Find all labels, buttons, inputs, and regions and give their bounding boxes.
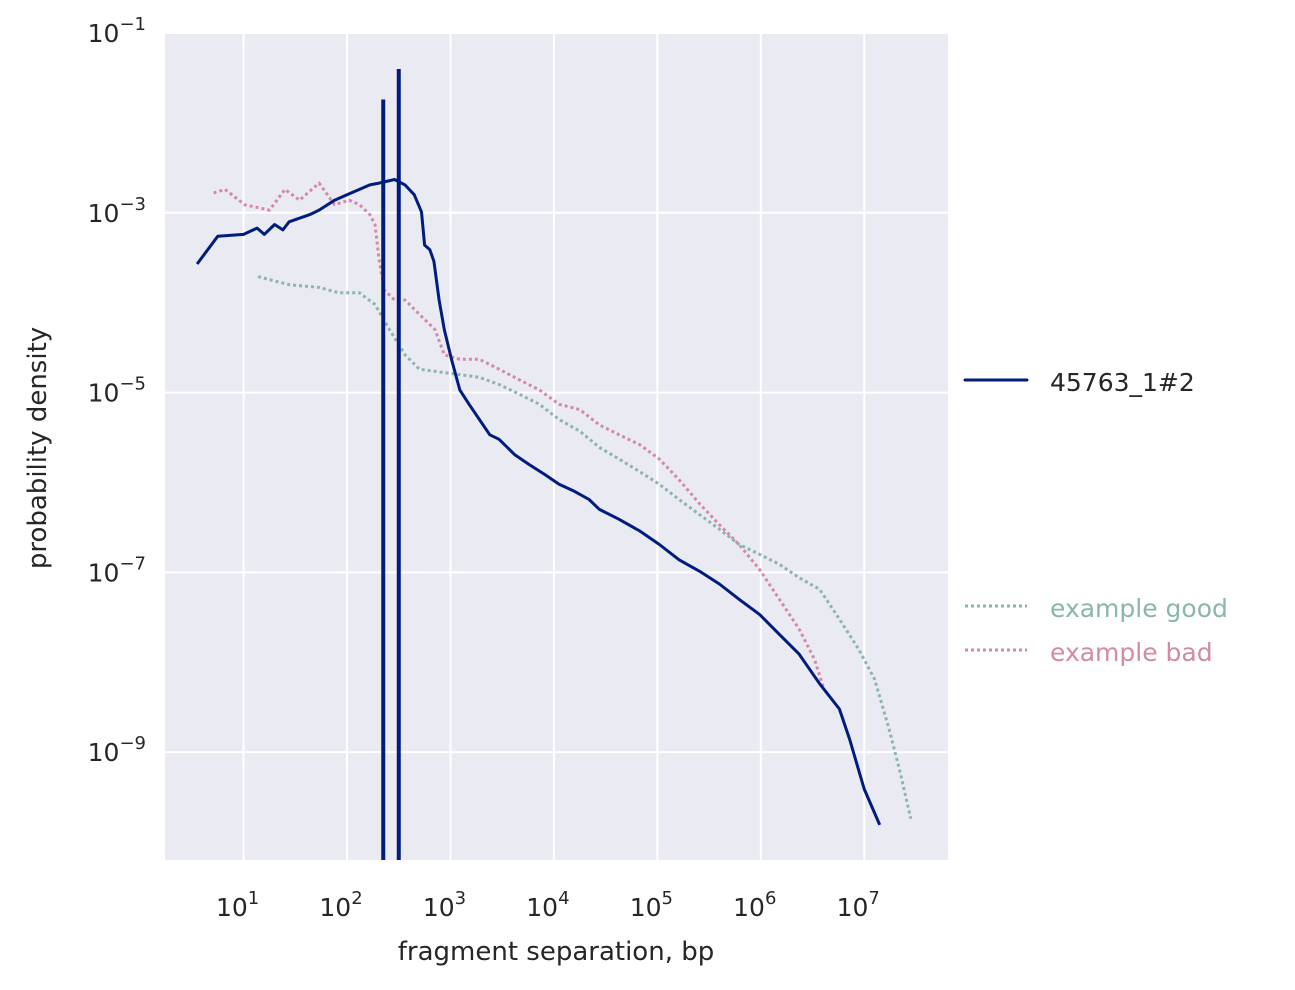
y-axis-label: probability density: [23, 327, 53, 569]
x-axis-label: fragment separation, bp: [398, 937, 714, 967]
y-tick-label: 10−9: [88, 733, 146, 767]
y-tick-label: 10−7: [88, 553, 146, 587]
legend-label-bad: example bad: [1050, 638, 1213, 667]
series-line-example-bad: [213, 181, 826, 690]
x-tick-label: 102: [319, 888, 362, 922]
series-line-45763-1-2: [195, 178, 882, 826]
legend-label-good: example good: [1050, 594, 1228, 623]
legend: 45763_1#2 example good example bad: [963, 368, 1228, 667]
y-tick-label: 10−5: [88, 374, 146, 408]
x-tick-label: 106: [733, 888, 776, 922]
x-tick-label: 104: [526, 888, 569, 922]
y-tick-labels: 10−1 10−3 10−5 10−7 10−9: [88, 14, 146, 767]
x-tick-label: 107: [837, 888, 880, 922]
grid: [165, 32, 948, 860]
series-line-example-good: [257, 275, 913, 820]
plot-background: [165, 33, 948, 860]
x-tick-labels: 101 102 103 104 105 106 107: [216, 888, 880, 922]
x-tick-label: 103: [423, 888, 466, 922]
series-lines: [195, 68, 913, 860]
y-tick-label: 10−3: [88, 194, 146, 228]
x-tick-label: 105: [630, 888, 673, 922]
x-tick-label: 101: [216, 888, 259, 922]
y-tick-label: 10−1: [88, 14, 146, 48]
legend-label-main: 45763_1#2: [1050, 368, 1195, 397]
